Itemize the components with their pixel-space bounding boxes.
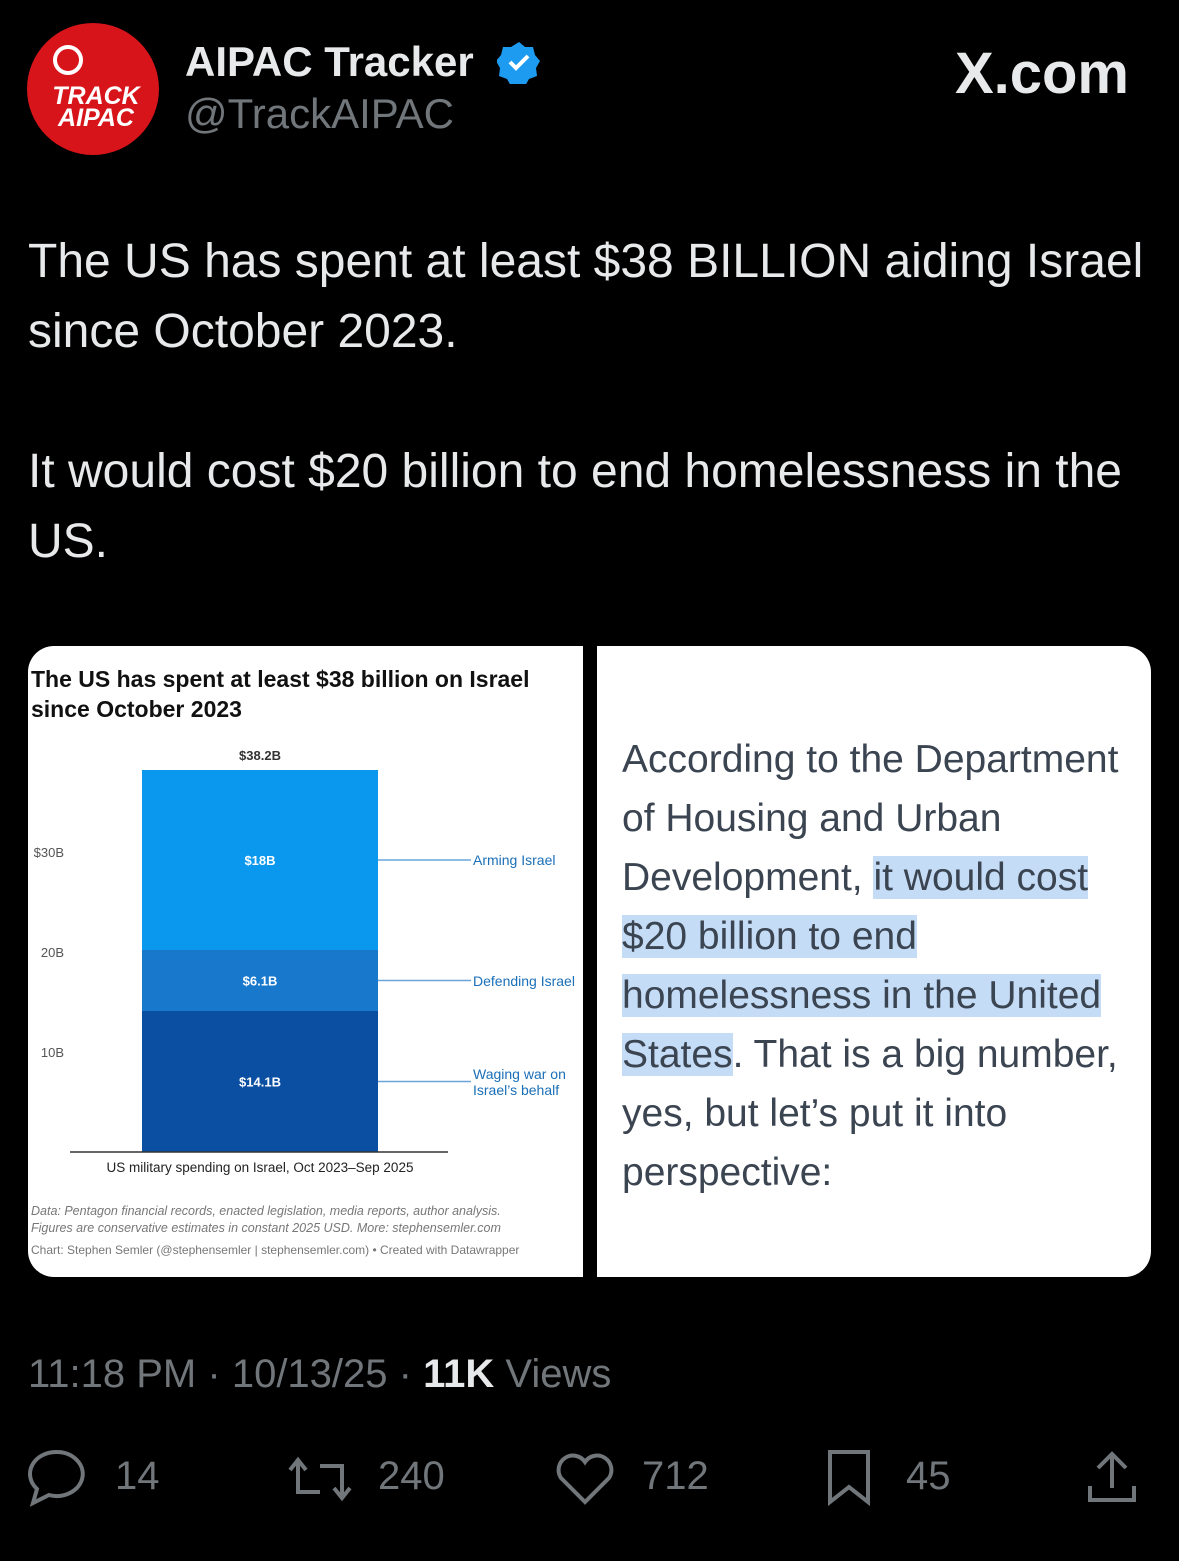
action-icons [28, 1449, 1136, 1507]
repost-icon[interactable] [288, 1456, 352, 1502]
quote-segment: . That is a big number, yes, but let’s p… [622, 1033, 1118, 1194]
author-name[interactable]: AIPAC Tracker [185, 38, 474, 85]
chart-source: Figures are conservative estimates in co… [31, 1221, 501, 1235]
separator: · [398, 1352, 412, 1396]
value-label: $14.1B [239, 1075, 281, 1090]
legend-label: Waging war on Israel’s behalf [473, 1065, 566, 1098]
date: 10/13/25 [231, 1352, 388, 1396]
value-label: $18B [244, 853, 275, 868]
x-axis-label: US military spending on Israel, Oct 2023… [107, 1160, 414, 1175]
bar-segment [142, 770, 378, 950]
chart-title: The US has spent at least $38 billion on… [31, 666, 530, 722]
avatar[interactable]: TRACK AIPAC [26, 22, 160, 156]
tweet-meta: 11:18 PM · 10/13/25 · 11K Views [28, 1352, 611, 1397]
tweet-text: The US has spent at least $38 BILLION ai… [28, 235, 1144, 358]
chart-credit: Chart: Stephen Semler (@stephensemler | … [31, 1243, 520, 1257]
quote-image[interactable]: According to the Department of Housing a… [597, 646, 1151, 1277]
time: 11:18 PM [28, 1352, 197, 1396]
legend-label: Arming Israel [473, 852, 556, 868]
y-tick-label: 10B [41, 1045, 64, 1060]
quote-segment: According to the Department of Housing a… [622, 738, 1119, 899]
author-handle[interactable]: @TrackAIPAC [185, 90, 455, 137]
avatar-text: AIPAC [57, 104, 135, 132]
verified-badge [497, 42, 540, 84]
views-label: Views [505, 1352, 612, 1396]
y-tick-label: $30B [34, 845, 64, 860]
bar-segment [142, 1011, 378, 1152]
share-icon[interactable] [1088, 1451, 1136, 1502]
separator: · [207, 1352, 221, 1396]
reply-count[interactable]: 14 [115, 1454, 160, 1498]
chart-image[interactable]: The US has spent at least $38 billion on… [28, 646, 583, 1277]
bookmark-count[interactable]: 45 [906, 1454, 951, 1498]
chart-source: Data: Pentagon financial records, enacte… [31, 1204, 501, 1218]
chart: 10B 20B $30B $14.1B $6.1B $18B $38.2B US milita… [34, 748, 471, 1175]
like-icon[interactable] [556, 1453, 614, 1505]
like-count[interactable]: 712 [642, 1454, 709, 1498]
value-label: $6.1B [243, 974, 278, 989]
avatar-text: TRACK [52, 82, 141, 110]
views-count: 11K [423, 1352, 495, 1396]
quote-text: According to the Department of Housing a… [622, 730, 1142, 1202]
total-label: $38.2B [239, 748, 281, 763]
repost-count[interactable]: 240 [378, 1454, 445, 1498]
bookmark-icon[interactable] [828, 1450, 870, 1507]
site-label: X.com [954, 41, 1129, 106]
legend-label: Defending Israel [473, 972, 575, 989]
reply-icon[interactable] [28, 1449, 85, 1507]
tweet-text: It would cost $20 billion to end homeles… [28, 445, 1122, 568]
bar-segment [142, 950, 378, 1011]
y-tick-label: 20B [41, 945, 64, 960]
